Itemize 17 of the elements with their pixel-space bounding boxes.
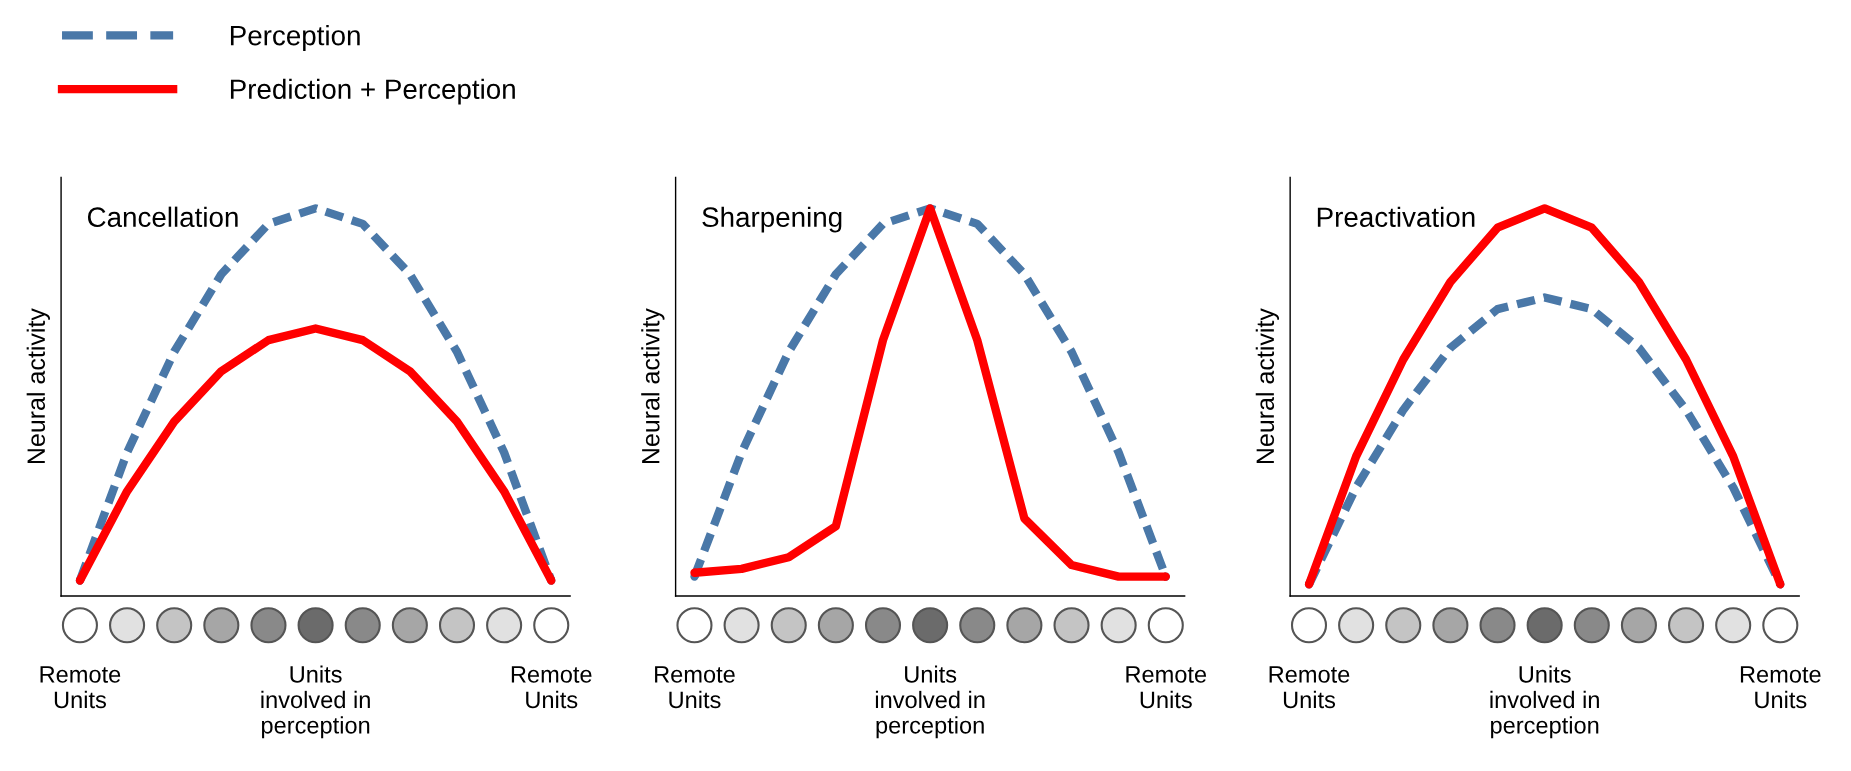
x-tick-label: Units involved in perception: [261, 665, 370, 739]
legend-label: Prediction + Perception: [230, 78, 515, 105]
x-tick-label: Remote Units: [1740, 666, 1821, 709]
chart-title: Cancellation: [87, 206, 238, 228]
chart-title: Preactivation: [1317, 206, 1475, 228]
x-tick-label: Remote Units: [655, 666, 735, 709]
y-axis-title: Neural activity: [26, 308, 50, 464]
x-tick-label: Remote Units: [1126, 666, 1207, 709]
x-tick-label: Units involved in perception: [875, 665, 985, 739]
y-axis-title: Neural activity: [641, 308, 665, 464]
x-tick-label: Remote Units: [1269, 666, 1350, 709]
legend-label: Perception: [230, 25, 360, 51]
x-tick-label: Units involved in perception: [1490, 665, 1599, 739]
chart-title: Sharpening: [702, 206, 842, 233]
y-axis-title: Neural activity: [1255, 308, 1280, 464]
x-tick-label: Remote Units: [40, 666, 121, 709]
x-tick-label: Remote Units: [511, 666, 592, 709]
